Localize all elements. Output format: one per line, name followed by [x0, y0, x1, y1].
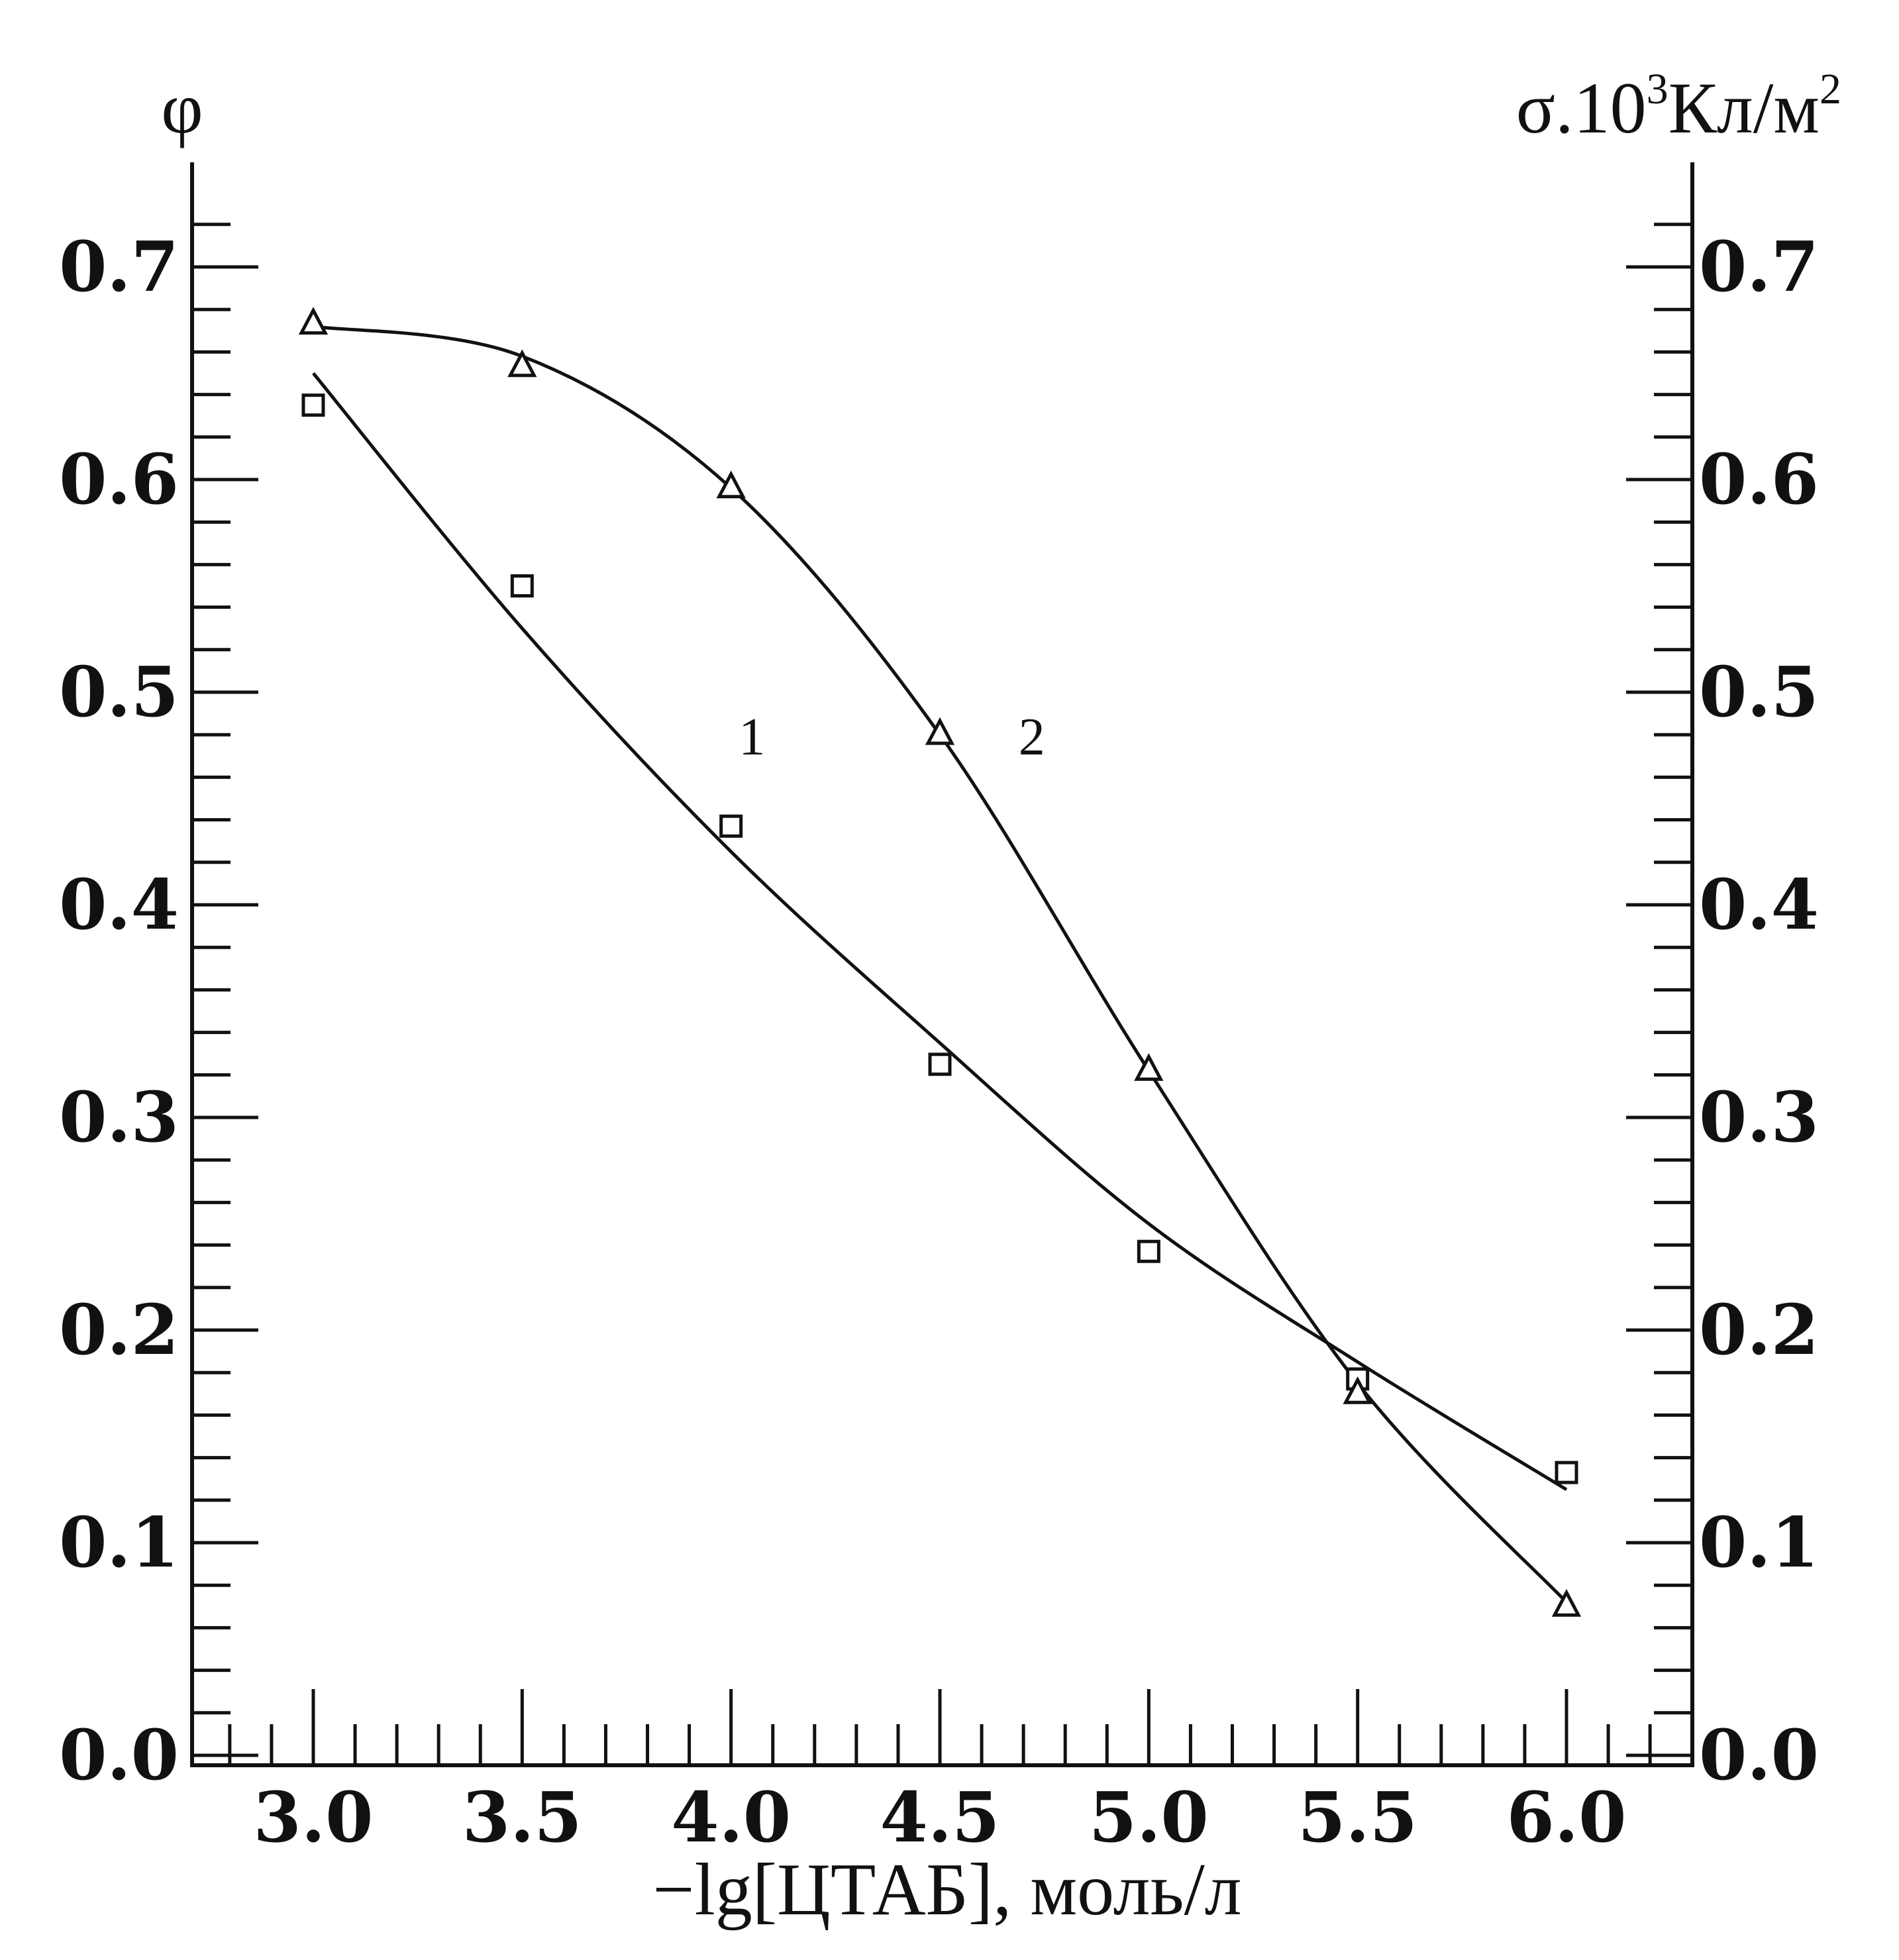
left-y-tick-label: 0.2	[59, 1289, 179, 1370]
right-axis-title-exp1: 3	[1647, 65, 1668, 113]
right-y-tick-label: 0.2	[1699, 1289, 1819, 1370]
left-y-tick-label: 0.7	[59, 226, 179, 307]
right-y-tick-label: 0.1	[1699, 1502, 1819, 1583]
left-y-ticks: 0.0 0.1 0.2 0.3 0.4 0.5 0.6 0.7	[59, 223, 258, 1796]
right-y-tick-label: 0.7	[1699, 226, 1819, 307]
x-tick-label: 3.5	[462, 1777, 582, 1858]
x-axis-title: −lg[ЦТАБ], моль/л	[652, 1849, 1241, 1931]
x-tick-label: 5.5	[1298, 1777, 1417, 1858]
series-1-point	[719, 814, 743, 838]
right-y-ticks: 0.0 0.1 0.2 0.3 0.4 0.5 0.6 0.7	[1626, 223, 1819, 1796]
left-y-tick-label: 0.0	[59, 1714, 179, 1796]
series-1-point	[928, 1053, 952, 1076]
left-axis-title: φ	[161, 68, 203, 148]
data-markers	[298, 307, 1582, 1617]
series-2-point	[1343, 1376, 1372, 1404]
x-tick-label: 4.5	[880, 1777, 1000, 1858]
left-y-tick-label: 0.3	[59, 1076, 179, 1158]
curve-label-2: 2	[1019, 708, 1045, 766]
series-2-point	[1551, 1588, 1582, 1617]
series-2-point	[716, 470, 746, 499]
right-y-tick-label: 0.0	[1699, 1714, 1819, 1796]
series-1-point	[1137, 1239, 1160, 1263]
series-2-point	[1134, 1053, 1164, 1081]
right-y-tick-label: 0.3	[1699, 1076, 1819, 1158]
right-y-tick-label: 0.6	[1699, 438, 1819, 520]
x-ticks: 3.0 3.5 4.0 4.5 5.0 5.5 6.0	[228, 1689, 1652, 1858]
curve-label-1: 1	[739, 708, 765, 766]
left-y-tick-label: 0.5	[59, 651, 179, 733]
series-1-point	[301, 393, 325, 417]
x-tick-label: 6.0	[1507, 1777, 1627, 1858]
series-1-fit-curve	[312, 372, 1568, 1491]
series-2-point	[925, 717, 955, 745]
x-tick-label: 3.0	[254, 1777, 374, 1858]
right-axis-title-prefix: σ.10	[1516, 68, 1647, 148]
x-tick-label: 5.0	[1089, 1777, 1209, 1858]
x-tick-label: 4.0	[671, 1777, 791, 1858]
series-2-point	[298, 307, 329, 335]
right-y-tick-label: 0.4	[1699, 864, 1819, 945]
left-y-tick-label: 0.1	[59, 1502, 179, 1583]
left-y-tick-label: 0.6	[59, 438, 179, 520]
right-axis-title-exp2: 2	[1820, 65, 1841, 113]
left-y-tick-label: 0.4	[59, 864, 179, 945]
series-1-point	[1555, 1461, 1578, 1484]
right-axis-title-unit: Кл/м	[1668, 68, 1820, 148]
right-y-tick-label: 0.5	[1699, 651, 1819, 733]
series-2-point	[507, 349, 537, 378]
series-1-point	[510, 574, 534, 597]
right-axis-title: σ.103Кл/м2	[1516, 65, 1841, 148]
